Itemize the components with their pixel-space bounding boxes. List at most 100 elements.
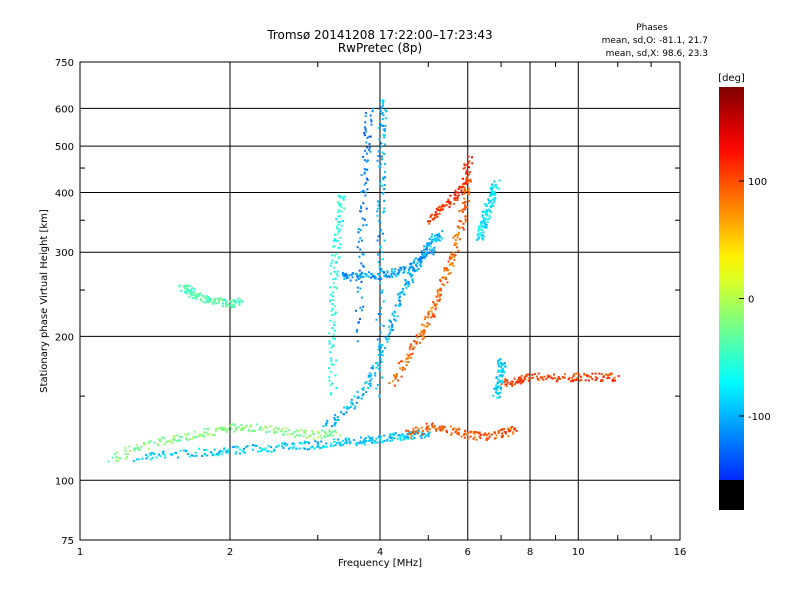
echo-point [569,380,572,383]
echo-point [462,208,465,211]
echo-point [203,427,206,430]
echo-point [383,134,386,137]
echo-point [391,323,394,326]
echo-point [351,403,354,406]
echo-point [449,262,452,265]
echo-point [447,198,450,201]
echo-point [598,372,601,375]
echo-point [527,373,530,376]
echo-point [501,432,503,435]
echo-point [175,451,178,454]
echo-point [179,284,182,287]
echo-point [500,380,503,383]
echo-point [378,369,381,372]
echo-point [355,279,358,282]
echo-point [330,264,332,267]
echo-point [303,442,306,444]
echo-point [334,422,337,425]
echo-point [453,427,455,430]
echo-point [428,242,430,245]
echo-point [497,393,500,396]
echo-point [406,433,409,436]
echo-point [429,220,431,223]
echo-point [511,384,514,387]
echo-point [251,444,254,447]
echo-point [337,257,340,260]
echo-point [393,384,396,387]
echo-point [412,269,414,272]
echo-point [463,190,466,193]
echo-point [188,455,191,458]
echo-point [348,438,351,441]
echo-point [370,439,372,442]
echo-point [482,235,485,238]
echo-point [362,189,365,192]
echo-point [137,446,140,449]
echo-point [428,323,431,326]
echo-point [365,273,368,276]
echo-point [424,436,426,439]
echo-point [376,207,379,210]
echo-point [420,252,423,255]
echo-point [485,439,488,442]
echo-point [291,433,294,436]
echo-point [434,240,437,243]
echo-point [609,372,612,375]
echo-point [423,248,426,251]
echo-point [337,215,340,218]
colorbar-dark-end [719,480,744,510]
echo-point [493,200,496,203]
echo-point [379,246,382,249]
echo-point [158,453,160,456]
echo-point [144,443,146,446]
echo-point [330,293,332,296]
echo-point [380,268,383,271]
echo-point [485,437,488,440]
echo-point [217,298,220,301]
echo-point [495,386,498,389]
echo-point [176,456,179,459]
echo-point [423,432,426,435]
echo-point [234,451,237,453]
echo-point [473,436,476,439]
echo-point [317,445,320,448]
echo-point [390,274,393,277]
echo-point [366,179,369,182]
echo-point [331,313,334,316]
echo-point [124,446,127,449]
echo-point [380,107,383,110]
echo-point [428,237,431,240]
echo-point [332,333,335,336]
echo-point [423,245,426,248]
echo-point [369,150,372,153]
echo-point [385,338,388,341]
echo-point [452,251,455,254]
echo-point [363,438,366,441]
echo-point [368,135,371,138]
echo-point [381,232,384,235]
echo-point [497,431,500,434]
echo-point [417,432,420,435]
echo-point [605,373,608,376]
echo-point [439,429,442,432]
echo-point [115,451,118,454]
echo-point [456,432,459,435]
echo-point [423,331,426,334]
echo-point [304,429,307,432]
chart-subtitle: RwPretec (8p) [338,41,422,55]
echo-point [405,282,407,285]
echo-point [405,429,408,432]
echo-point [477,232,480,235]
echo-point [407,429,410,432]
echo-point [359,317,361,320]
echo-point [323,435,326,437]
echo-point [491,433,493,436]
echo-point [386,340,389,343]
echo-point [328,332,331,335]
echo-point [218,299,221,302]
echo-point [295,447,298,450]
echo-point [374,372,377,375]
echo-point [331,382,333,385]
echo-point [494,192,497,195]
echo-point [329,384,332,387]
